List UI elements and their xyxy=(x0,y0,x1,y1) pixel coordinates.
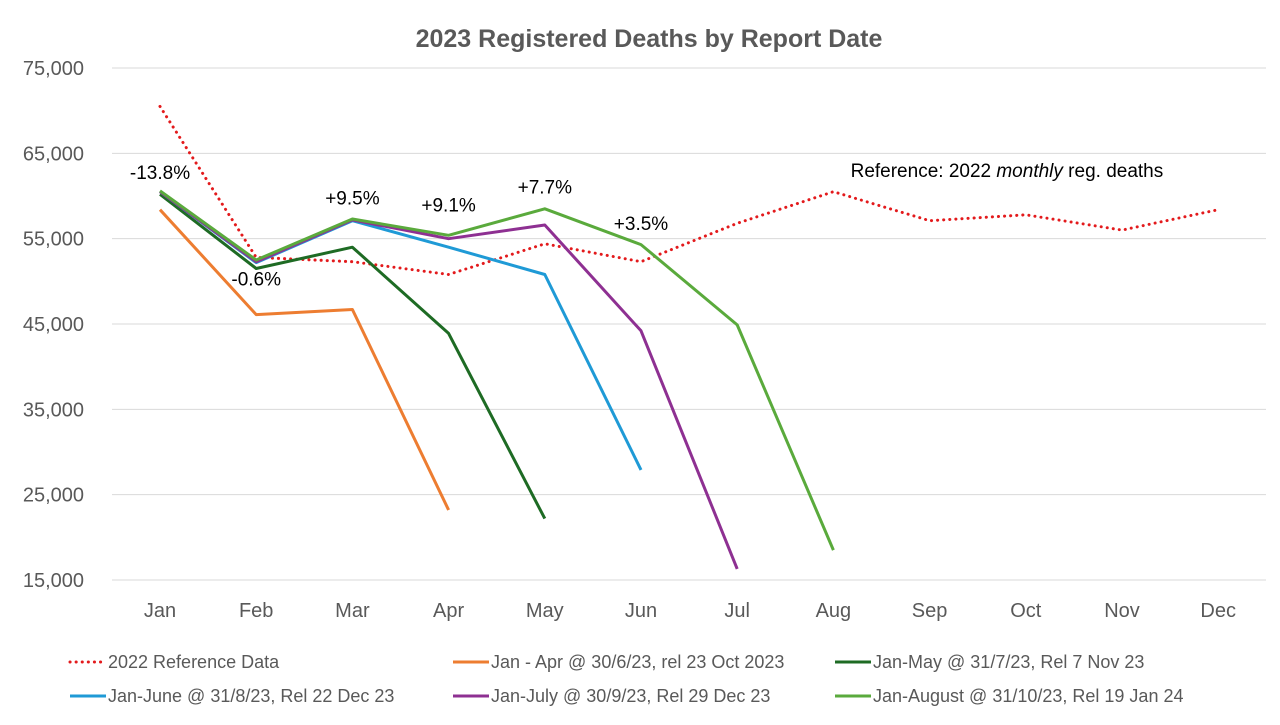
y-tick-label: 25,000 xyxy=(23,485,84,507)
x-tick-label: Sep xyxy=(912,600,948,622)
x-tick-label: Nov xyxy=(1104,600,1140,622)
x-tick-label: Aug xyxy=(816,600,852,622)
x-tick-label: Jun xyxy=(625,600,657,622)
annotations: -13.8% -0.6% +9.5% +9.1% +7.7% +3.5% Reference… xyxy=(130,161,1163,290)
data-annotation: +7.7% xyxy=(518,177,573,198)
data-point xyxy=(641,261,642,262)
data-annotation: +9.1% xyxy=(421,195,476,216)
x-tick-label: Feb xyxy=(239,600,273,622)
legend-label: 2022 Reference Data xyxy=(108,652,280,672)
data-point xyxy=(1025,214,1026,215)
data-point xyxy=(737,223,738,224)
series-line xyxy=(158,208,450,511)
data-annotation: +3.5% xyxy=(614,214,669,235)
series-line xyxy=(159,190,643,471)
series-line xyxy=(159,190,739,570)
series-line xyxy=(158,104,1220,276)
legend-item: 2022 Reference Data xyxy=(68,652,280,672)
data-annotation: +9.5% xyxy=(325,189,380,210)
legend-label: Jan - Apr @ 30/6/23, rel 23 Oct 2023 xyxy=(491,652,784,672)
y-axis: 15,000 25,000 35,000 45,000 55,000 65,000 75,0… xyxy=(23,58,84,592)
series-lines xyxy=(158,104,1220,570)
reference-annotation-part: Reference: 2022 xyxy=(851,161,997,182)
legend-label: Jan-June @ 31/8/23, Rel 22 Dec 23 xyxy=(108,686,394,706)
legend-item: Jan-May @ 31/7/23, Rel 7 Nov 23 xyxy=(835,652,1144,672)
x-tick-label: Jul xyxy=(724,600,750,622)
y-tick-label: 15,000 xyxy=(23,570,84,592)
legend-label: Jan-May @ 31/7/23, Rel 7 Nov 23 xyxy=(873,652,1144,672)
series-line xyxy=(159,193,547,520)
data-point xyxy=(929,220,930,221)
x-tick-label: Jan xyxy=(144,600,176,622)
legend-label: Jan-August @ 31/10/23, Rel 19 Jan 24 xyxy=(873,686,1183,706)
x-tick-label: Oct xyxy=(1010,600,1042,622)
legend-item: Jan-July @ 30/9/23, Rel 29 Dec 23 xyxy=(453,686,770,706)
data-annotation: -13.8% xyxy=(130,163,190,184)
x-tick-label: May xyxy=(526,600,564,622)
data-point xyxy=(1122,230,1123,231)
legend-label: Jan-July @ 30/9/23, Rel 29 Dec 23 xyxy=(491,686,770,706)
x-tick-label: Apr xyxy=(433,600,464,622)
legend-item: Jan-June @ 31/8/23, Rel 22 Dec 23 xyxy=(70,686,394,706)
series-line xyxy=(159,189,835,551)
x-tick-label: Mar xyxy=(335,600,370,622)
data-point xyxy=(1218,209,1219,210)
gridlines xyxy=(112,67,1266,581)
y-tick-label: 55,000 xyxy=(23,229,84,251)
legend-item: Jan-August @ 31/10/23, Rel 19 Jan 24 xyxy=(835,686,1183,706)
chart-title: 2023 Registered Deaths by Report Date xyxy=(416,25,883,53)
y-tick-label: 75,000 xyxy=(23,58,84,80)
y-tick-label: 45,000 xyxy=(23,314,84,336)
y-tick-label: 35,000 xyxy=(23,399,84,421)
legend-item: Jan - Apr @ 30/6/23, rel 23 Oct 2023 xyxy=(453,652,784,672)
data-point xyxy=(256,257,257,258)
reference-annotation-part: reg. deaths xyxy=(1063,161,1163,182)
reference-annotation: Reference: 2022 monthly reg. deaths xyxy=(851,161,1164,182)
y-tick-label: 65,000 xyxy=(23,143,84,165)
x-tick-label: Dec xyxy=(1200,600,1236,622)
reference-annotation-italic: monthly xyxy=(996,161,1064,182)
data-annotation: -0.6% xyxy=(231,270,281,291)
x-axis: Jan Feb Mar Apr May Jun Jul Aug Sep Oct Nov Dec xyxy=(144,600,1236,622)
data-point xyxy=(544,243,545,244)
legend: 2022 Reference Data Jan - Apr @ 30/6/23, … xyxy=(68,652,1183,706)
